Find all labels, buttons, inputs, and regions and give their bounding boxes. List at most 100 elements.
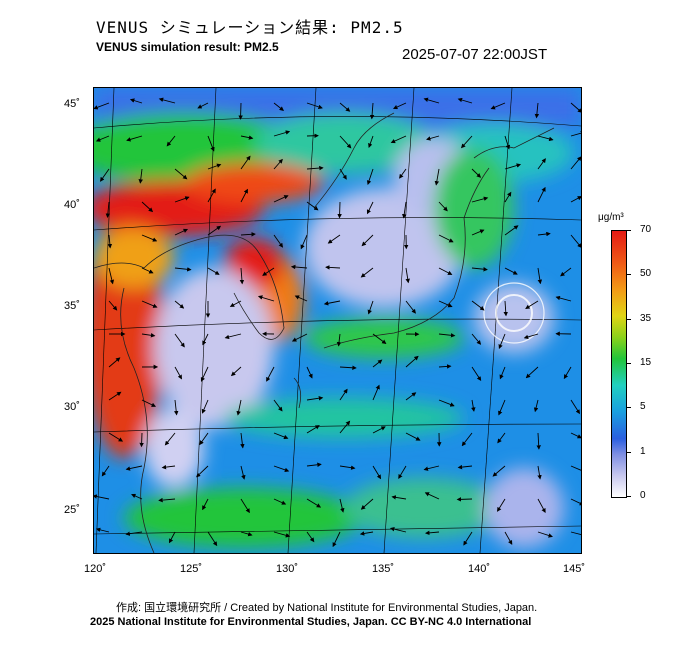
colorbar-tick-label: 70 <box>640 224 652 235</box>
wind-arrow <box>498 333 506 350</box>
wind-arrow <box>99 168 110 182</box>
wind-arrow <box>141 399 157 407</box>
wind-arrow <box>240 188 248 203</box>
wind-arrow <box>291 333 308 342</box>
wind-arrow <box>166 135 176 147</box>
wind-arrow <box>125 465 143 471</box>
wind-arrow <box>461 432 473 447</box>
wind-arrow <box>457 97 473 104</box>
wind-arrow <box>240 135 254 140</box>
wind-arrow <box>337 201 342 219</box>
wind-arrow <box>372 384 380 401</box>
wind-arrow <box>438 333 456 338</box>
wind-arrow <box>372 426 386 434</box>
wind-arrow <box>498 399 506 416</box>
wind-arrow <box>201 399 209 414</box>
title-english: VENUS simulation result: PM2.5 <box>96 40 279 54</box>
wind-arrow <box>533 399 539 413</box>
wind-arrow <box>207 163 222 170</box>
wind-arrow <box>339 388 348 401</box>
wind-arrow <box>161 464 176 470</box>
wind-arrow <box>306 396 324 401</box>
wind-arrow <box>536 432 541 450</box>
wind-arrow <box>273 234 284 248</box>
wind-arrow <box>405 267 410 284</box>
wind-arrow <box>240 155 251 170</box>
map-canvas <box>94 88 581 553</box>
wind-arrow <box>273 498 287 505</box>
wind-arrow <box>141 201 154 213</box>
lon-label-140: 140˚ <box>468 563 491 575</box>
wind-arrow <box>273 130 291 137</box>
wind-arrow <box>405 432 421 441</box>
wind-arrow <box>534 102 540 119</box>
wind-arrow <box>471 266 488 272</box>
wind-arrow <box>108 432 124 442</box>
wind-arrow <box>202 498 209 511</box>
wind-arrow <box>368 135 374 148</box>
wind-arrow <box>537 158 546 170</box>
wind-arrow <box>460 135 473 149</box>
wind-arrow <box>367 300 374 315</box>
wind-arrow <box>366 168 374 185</box>
wind-arrow <box>492 465 506 477</box>
lat-label-30: 30˚ <box>64 401 80 413</box>
wind-arrow <box>141 300 158 308</box>
wind-arrow <box>570 531 581 537</box>
wind-arrow <box>239 267 245 285</box>
wind-arrow <box>405 300 416 314</box>
wind-arrow <box>138 168 143 184</box>
wind-arrow <box>240 432 245 449</box>
wind-arrow <box>504 191 512 203</box>
wind-arrow <box>438 234 454 243</box>
wind-arrow <box>273 531 291 538</box>
wind-arrow <box>290 264 308 270</box>
wind-arrow <box>95 135 110 142</box>
wind-arrow <box>94 494 110 500</box>
colorbar-tick-label: 0 <box>640 490 646 501</box>
wind-arrow <box>504 135 511 150</box>
credit-text: 作成: 国立環境研究所 / Created by National Instit… <box>116 602 538 614</box>
wind-arrow <box>332 531 341 548</box>
colorbar-tick-label: 35 <box>640 312 652 324</box>
wind-arrow <box>306 498 322 508</box>
wind-arrow <box>339 465 356 470</box>
colorbar-tick-mark <box>626 407 631 409</box>
wind-arrow <box>125 531 143 536</box>
wind-arrow <box>457 464 473 470</box>
wind-arrow <box>339 420 351 434</box>
wind-arrow <box>174 300 185 309</box>
wind-arrow <box>499 366 506 380</box>
wind-arrow <box>108 357 121 368</box>
wind-arrow <box>339 135 352 149</box>
wind-arrow <box>236 399 242 416</box>
colorbar-tick-label: 15 <box>640 357 652 368</box>
colorbar-tick-mark <box>626 451 631 453</box>
wind-arrow <box>570 465 581 471</box>
wind-arrow <box>240 531 253 537</box>
wind-arrow <box>207 135 215 152</box>
wind-arrow <box>405 355 419 368</box>
wind-arrow <box>390 135 407 144</box>
wind-arrow <box>339 168 347 180</box>
wind-arrow <box>537 465 542 480</box>
wind-arrow <box>108 391 122 401</box>
wind-arrow <box>273 102 285 111</box>
colorbar-tick-mark <box>626 363 631 364</box>
wind-arrow <box>273 158 283 170</box>
wind-arrow <box>537 267 543 285</box>
wind-arrow <box>504 267 518 275</box>
wind-arrow <box>560 267 572 277</box>
wind-arrow <box>240 465 246 480</box>
wind-arrow <box>434 168 440 186</box>
title-japanese: VENUS シミュレーション結果: PM2.5 <box>96 18 404 37</box>
colorbar-tick-mark <box>626 274 631 276</box>
wind-arrow <box>366 201 374 215</box>
wind-arrow <box>197 102 209 109</box>
wind-arrow <box>423 97 440 104</box>
wind-arrow <box>497 498 506 512</box>
colorbar-tick-label: 50 <box>640 268 652 280</box>
wind-arrow <box>399 168 407 179</box>
wind-arrow <box>570 399 580 415</box>
wind-arrow <box>108 267 115 285</box>
